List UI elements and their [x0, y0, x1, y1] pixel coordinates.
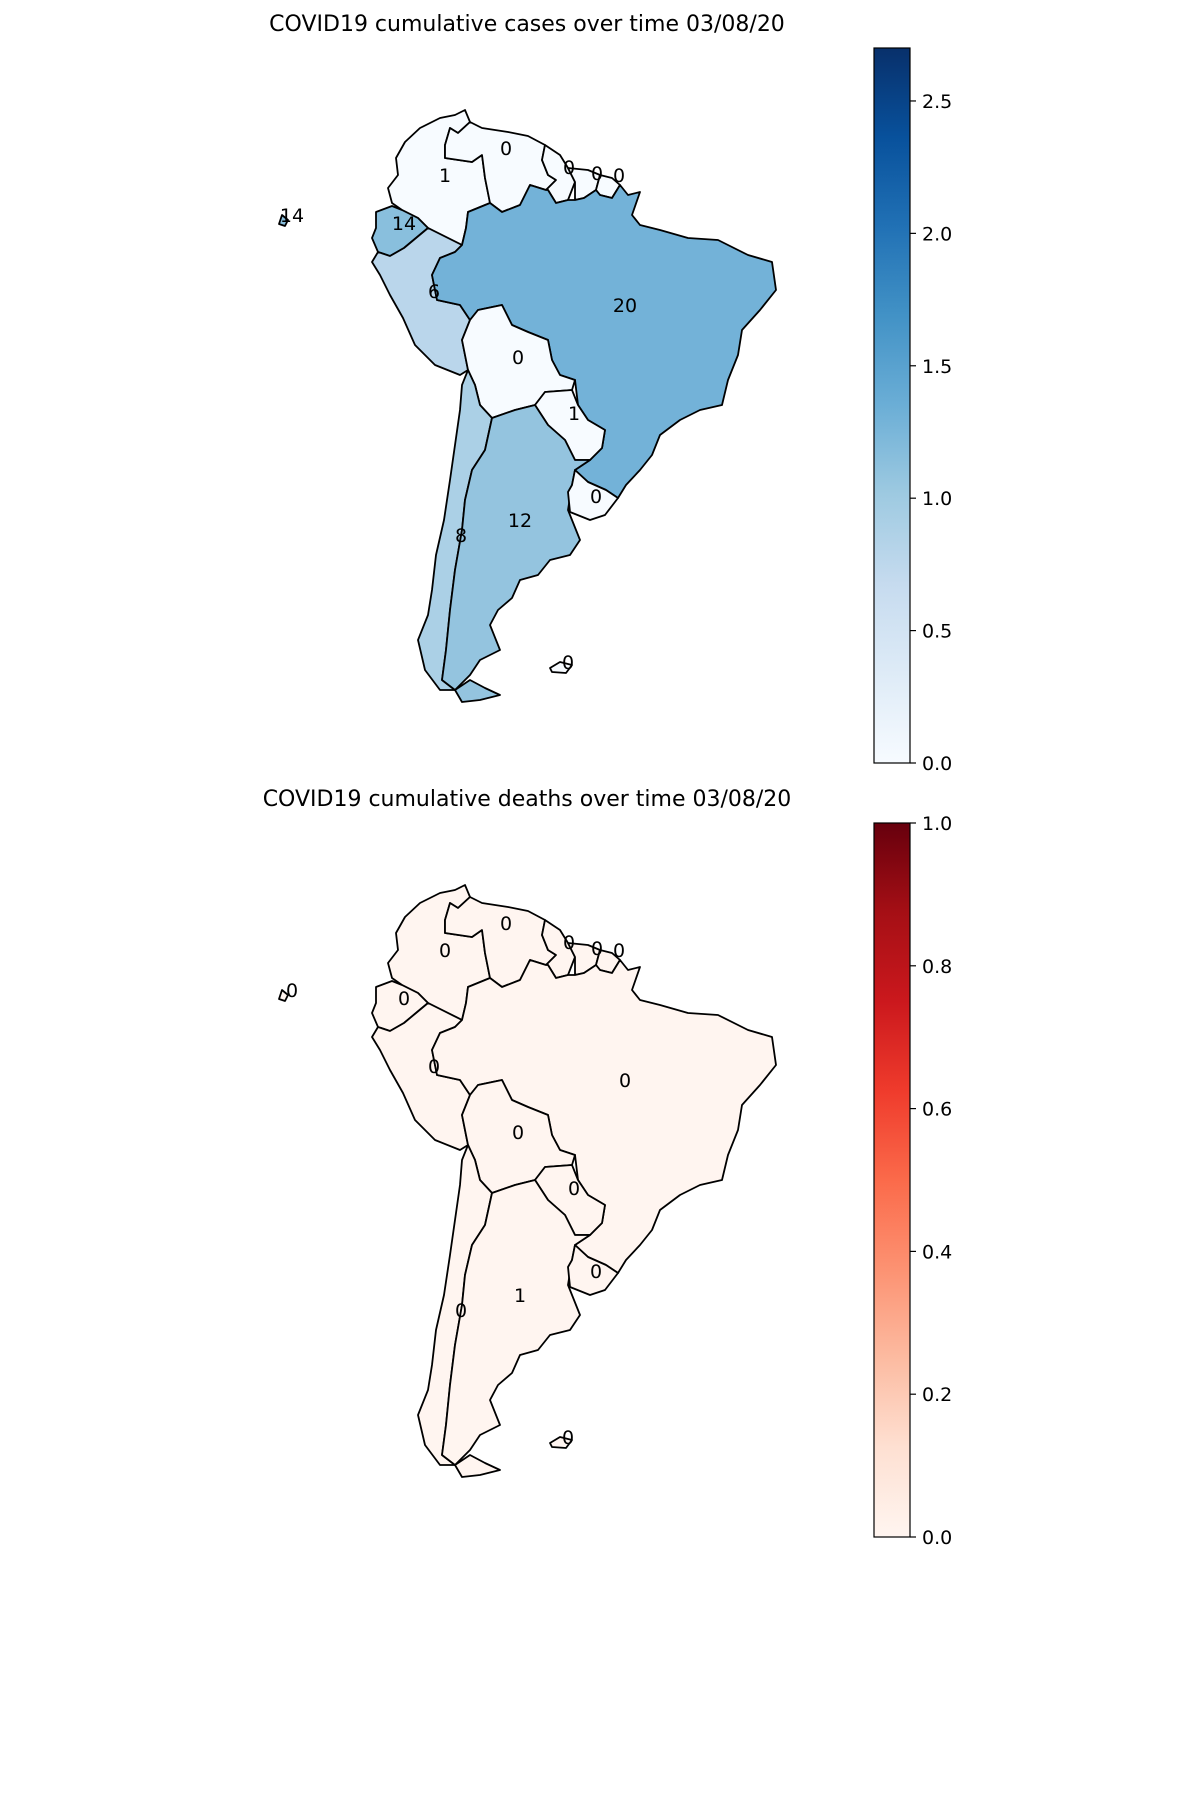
country-uruguay — [567, 1244, 619, 1296]
country-argentina — [441, 404, 591, 691]
chart-title: COVID19 cumulative deaths over time 03/0… — [263, 787, 792, 812]
chart-title: COVID19 cumulative cases over time 03/08… — [269, 12, 785, 37]
colorbar-tick-label: 0.4 — [922, 1241, 952, 1263]
country-uruguay — [567, 469, 619, 521]
colorbar — [874, 823, 910, 1537]
country-tierra-del-fuego — [454, 679, 501, 703]
colorbar-tick-label: 0.2 — [922, 1384, 952, 1406]
country-label-falklands: 0 — [562, 1427, 574, 1449]
colorbar-tick-label: 0.0 — [922, 1527, 952, 1549]
country-label-suriname: 0 — [591, 938, 603, 960]
country-argentina — [441, 1179, 591, 1466]
country-label-falklands: 0 — [562, 652, 574, 674]
country-galapagos — [278, 214, 289, 227]
country-label-bolivia: 0 — [512, 347, 524, 369]
country-label-paraguay: 1 — [568, 403, 580, 425]
colorbar — [874, 48, 910, 763]
country-label-brazil: 0 — [619, 1070, 631, 1092]
country-label-galapagos: 14 — [280, 205, 304, 227]
country-label-argentina: 12 — [508, 510, 532, 532]
colorbar-frame — [873, 822, 911, 1538]
colorbar-tick-label: 1.0 — [922, 813, 952, 835]
country-falklands — [549, 661, 573, 674]
country-label-paraguay: 0 — [568, 1178, 580, 1200]
colorbar-frame — [873, 47, 911, 764]
country-label-colombia: 1 — [439, 165, 451, 187]
colorbar-tick-label: 1.5 — [922, 356, 952, 378]
country-label-chile: 0 — [455, 1300, 467, 1322]
country-galapagos — [278, 989, 289, 1002]
country-label-bolivia: 0 — [512, 1122, 524, 1144]
country-label-french-guiana: 0 — [613, 940, 625, 962]
colorbar-tick-label: 2.5 — [922, 91, 952, 113]
country-label-guyana: 0 — [563, 157, 575, 179]
country-label-venezuela: 0 — [500, 913, 512, 935]
colorbar-tick-label: 0.5 — [922, 621, 952, 643]
country-falklands — [549, 1436, 573, 1449]
country-label-suriname: 0 — [591, 163, 603, 185]
country-label-venezuela: 0 — [500, 138, 512, 160]
country-label-galapagos: 0 — [286, 980, 298, 1002]
colorbar-tick-label: 2.0 — [922, 223, 952, 245]
map-panel-cases: COVID19 cumulative cases over time 03/08… — [269, 12, 952, 775]
colorbar-tick-label: 0.8 — [922, 956, 952, 978]
country-label-ecuador: 0 — [398, 988, 410, 1010]
country-label-colombia: 0 — [439, 940, 451, 962]
country-label-french-guiana: 0 — [613, 165, 625, 187]
country-label-ecuador: 14 — [392, 213, 416, 235]
colorbar-tick-label: 0.6 — [922, 1099, 952, 1121]
country-label-guyana: 0 — [563, 932, 575, 954]
country-label-uruguay: 0 — [590, 1261, 602, 1283]
country-label-argentina: 1 — [514, 1285, 526, 1307]
country-label-brazil: 20 — [613, 295, 637, 317]
country-tierra-del-fuego — [454, 1454, 501, 1478]
colorbar-tick-label: 1.0 — [922, 488, 952, 510]
map-panel-deaths: COVID19 cumulative deaths over time 03/0… — [263, 787, 953, 1549]
country-label-uruguay: 0 — [590, 486, 602, 508]
country-label-peru: 0 — [428, 1056, 440, 1078]
country-label-chile: 8 — [455, 525, 467, 547]
colorbar-tick-label: 0.0 — [922, 753, 952, 775]
country-label-peru: 6 — [428, 281, 440, 303]
